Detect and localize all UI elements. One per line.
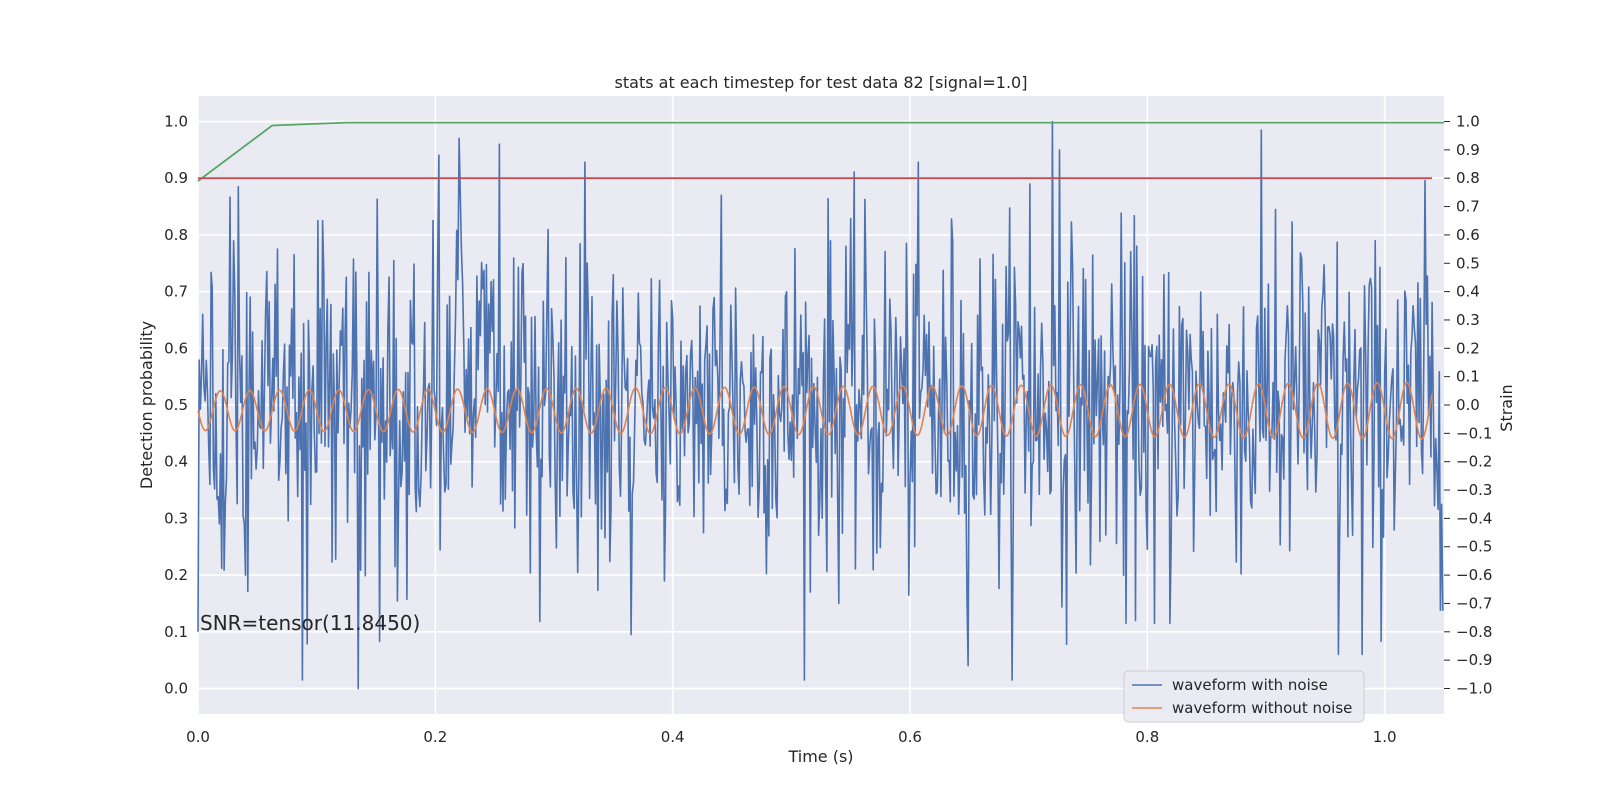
y-right-tick-label: 0.0 bbox=[1456, 396, 1480, 414]
y-tick-label: 0.5 bbox=[164, 396, 188, 414]
x-tick-label: 0.0 bbox=[186, 728, 210, 746]
y-right-tick-label: −0.2 bbox=[1456, 453, 1492, 471]
y-right-tick-label: −0.5 bbox=[1456, 538, 1492, 556]
y-right-tick-label: 0.8 bbox=[1456, 169, 1480, 187]
y-axis-left: 0.0 0.1 0.2 0.3 0.4 0.5 0.6 0.7 0.8 0.9 1.0 bbox=[164, 113, 188, 698]
y-right-tick-label: 0.1 bbox=[1456, 368, 1480, 386]
y-right-tick-label: 0.2 bbox=[1456, 339, 1480, 357]
x-axis-label: Time (s) bbox=[787, 747, 853, 766]
y-right-tick-label: 0.3 bbox=[1456, 311, 1480, 329]
y-right-tick-label: 1.0 bbox=[1456, 113, 1480, 131]
y-axis-right: 1.0 0.9 0.8 0.7 0.6 0.5 0.4 0.3 0.2 0.1 0.0 −0.1 −0.… bbox=[1444, 113, 1492, 697]
y-right-tick-label: 0.6 bbox=[1456, 226, 1480, 244]
y-tick-label: 0.6 bbox=[164, 339, 188, 357]
series-detection-probability bbox=[197, 121, 1444, 182]
y-right-tick-label: 0.5 bbox=[1456, 254, 1480, 272]
y-tick-label: 0.2 bbox=[164, 566, 188, 584]
y-right-tick-label: −0.8 bbox=[1456, 623, 1492, 641]
y-right-tick-label: 0.7 bbox=[1456, 198, 1480, 216]
y-right-tick-label: −0.9 bbox=[1456, 651, 1492, 669]
y-tick-label: 0.4 bbox=[164, 453, 188, 471]
legend-box bbox=[1123, 670, 1365, 723]
chart-title: stats at each timestep for test data 82 … bbox=[615, 73, 1028, 92]
y-right-tick-label: 0.4 bbox=[1456, 283, 1480, 301]
series-waveform-without-noise bbox=[197, 381, 1433, 440]
y-right-tick-label: −0.7 bbox=[1456, 594, 1492, 612]
y-tick-label: 0.7 bbox=[164, 283, 188, 301]
y-tick-label: 0.1 bbox=[164, 623, 188, 641]
y-axis-label: Detection probability bbox=[137, 321, 156, 489]
x-axis: 0.0 0.2 0.4 0.6 0.8 1.0 bbox=[186, 728, 1397, 746]
snr-annotation: SNR=tensor(11.8450) bbox=[200, 611, 420, 635]
y-right-tick-label: −0.3 bbox=[1456, 481, 1492, 499]
y-right-tick-label: −0.1 bbox=[1456, 424, 1492, 442]
y-right-tick-label: −0.4 bbox=[1456, 509, 1492, 527]
x-tick-label: 0.6 bbox=[898, 728, 922, 746]
x-tick-label: 1.0 bbox=[1373, 728, 1397, 746]
y-tick-label: 0.9 bbox=[164, 169, 188, 187]
legend-label-waveform-without-noise: waveform without noise bbox=[1172, 699, 1352, 717]
y-tick-label: 0.8 bbox=[164, 226, 188, 244]
y-tick-label: 0.3 bbox=[164, 509, 188, 527]
series-layer bbox=[197, 120, 1444, 690]
series-waveform-with-noise bbox=[197, 120, 1444, 690]
x-tick-label: 0.2 bbox=[423, 728, 447, 746]
y-right-tick-label: −1.0 bbox=[1456, 679, 1492, 697]
y-tick-label: 0.0 bbox=[164, 679, 188, 697]
x-tick-label: 0.4 bbox=[661, 728, 685, 746]
legend-label-waveform-with-noise: waveform with noise bbox=[1172, 676, 1328, 694]
y-tick-label: 1.0 bbox=[164, 113, 188, 131]
legend: waveform with noise waveform without noi… bbox=[1123, 670, 1365, 723]
y-right-tick-label: −0.6 bbox=[1456, 566, 1492, 584]
y-axis-right-label: Strain bbox=[1497, 384, 1516, 431]
x-tick-label: 0.8 bbox=[1135, 728, 1159, 746]
y-right-tick-label: 0.9 bbox=[1456, 141, 1480, 159]
